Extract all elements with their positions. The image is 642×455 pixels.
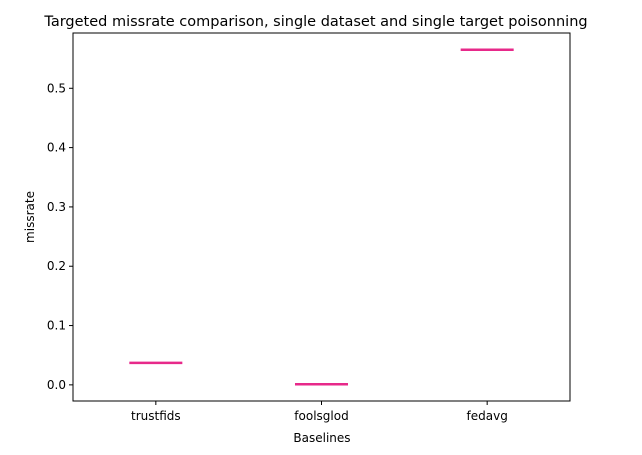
y-tick-label: 0.3 [47,200,66,214]
y-tick-label: 0.1 [47,319,66,333]
x-tick-label: fedavg [467,409,508,423]
y-tick-label: 0.4 [47,141,66,155]
x-tick-label: foolsglod [294,409,348,423]
y-tick-label: 0.0 [47,378,66,392]
y-tick-label: 0.2 [47,259,66,273]
x-tick-label: trustfids [131,409,181,423]
y-tick-label: 0.5 [47,81,66,95]
x-axis: trustfids foolsglod fedavg [131,401,508,423]
chart-title: Targeted missrate comparison, single dat… [43,14,587,30]
data-marks [129,48,514,386]
x-axis-label: Baselines [293,431,350,445]
y-axis-label: missrate [23,191,37,243]
y-axis: 0.0 0.1 0.2 0.3 0.4 0.5 [47,81,73,392]
